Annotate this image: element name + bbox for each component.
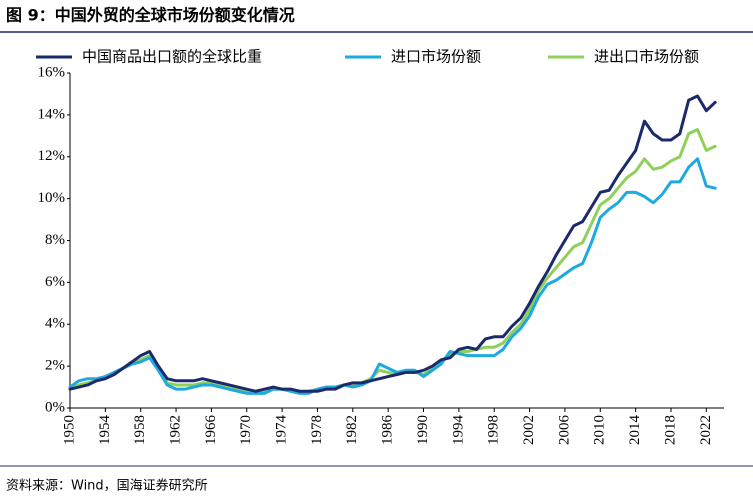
x-tick-label: 1978 <box>309 415 325 445</box>
x-tick-label: 1950 <box>61 415 77 445</box>
x-tick-label: 1970 <box>238 415 254 445</box>
x-tick-label: 1954 <box>97 415 113 446</box>
series-line <box>68 94 717 393</box>
series-line <box>68 157 717 395</box>
legend-label: 中国商品出口额的全球比重 <box>82 48 262 66</box>
x-tick-label: 1990 <box>415 415 431 445</box>
series-line <box>68 128 717 395</box>
x-tick-label: 2010 <box>592 415 608 445</box>
source: 资料来源：Wind，国海证券研究所 <box>6 478 208 494</box>
chart-title: 图 9：中国外贸的全球市场份额变化情况 <box>6 6 295 25</box>
y-tick-label: 4% <box>45 316 65 332</box>
x-tick-label: 1966 <box>203 415 219 446</box>
legend-label: 进出口市场份额 <box>594 48 699 66</box>
x-tick-label: 2014 <box>627 415 643 446</box>
x-tick-label: 1962 <box>167 415 183 445</box>
y-tick-label: 6% <box>45 274 65 290</box>
x-tick-label: 1986 <box>380 415 396 446</box>
x-tick-label: 1958 <box>132 415 148 445</box>
y-tick-label: 12% <box>38 148 66 164</box>
y-tick-label: 0% <box>45 399 65 415</box>
x-tick-label: 1974 <box>274 415 290 446</box>
legend-label: 进口市场份额 <box>391 48 481 66</box>
x-tick-label: 2006 <box>556 415 572 446</box>
x-tick-label: 2022 <box>698 415 714 445</box>
x-tick-label: 2018 <box>662 415 678 445</box>
y-tick-label: 16% <box>38 64 66 80</box>
x-tick-label: 1998 <box>486 415 502 445</box>
y-tick-label: 14% <box>38 106 66 122</box>
x-tick-label: 1994 <box>450 415 466 446</box>
y-tick-label: 8% <box>45 232 65 248</box>
x-tick-label: 2002 <box>521 415 537 445</box>
x-tick-label: 1982 <box>344 415 360 445</box>
y-tick-label: 10% <box>38 190 66 206</box>
y-tick-label: 2% <box>45 358 65 374</box>
